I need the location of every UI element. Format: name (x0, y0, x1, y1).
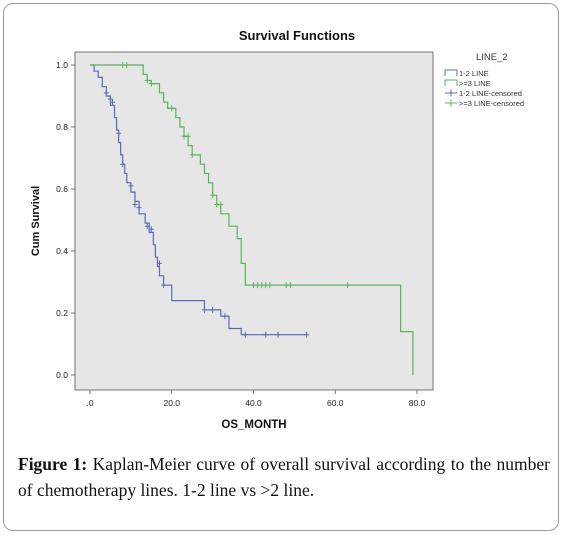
censor-mark (345, 282, 351, 289)
y-tick-label: 0.4 (56, 246, 68, 256)
x-axis-label: OS_MONTH (221, 419, 286, 431)
y-tick-label: 0.0 (56, 370, 68, 380)
y-tick-label: 0.2 (56, 308, 68, 318)
figure-caption-text: Kaplan-Meier curve of overall survival a… (18, 454, 550, 500)
censor-mark (156, 260, 162, 267)
figure-caption-label: Figure 1: (18, 454, 88, 474)
chart-area: Survival Functions 0.0 0.2 0.4 0.6 0.8 1.0 .0… (30, 28, 524, 431)
y-tick-label: 1.0 (56, 60, 68, 70)
censor-mark (218, 201, 224, 208)
censor-mark (275, 331, 281, 338)
censor-mark (189, 151, 195, 158)
censor-mark (169, 105, 175, 112)
censor-mark (103, 89, 109, 96)
censor-mark (161, 282, 167, 289)
censor-mark (210, 306, 216, 313)
x-axis: .0 20.0 40.0 60.0 80.0 (86, 390, 426, 408)
censor-mark (128, 182, 134, 189)
censor-mark (144, 77, 150, 84)
legend-label: 1-2 LINE (459, 69, 489, 78)
x-tick-label: 20.0 (163, 398, 180, 408)
legend-label: 1-2 LINE-censored (459, 89, 522, 98)
censor-mark (201, 306, 207, 313)
censor-mark (304, 331, 310, 338)
censor-mark (267, 282, 273, 289)
censor-mark (107, 96, 113, 103)
x-tick-label: 80.0 (409, 398, 426, 408)
x-tick-label: 60.0 (327, 398, 344, 408)
legend-label: >=3 LINE (459, 79, 491, 88)
x-tick-label: .0 (86, 398, 93, 408)
series-layer (90, 62, 414, 375)
y-axis: 0.0 0.2 0.4 0.6 0.8 1.0 (56, 60, 75, 380)
y-axis-label: Cum Survival (30, 186, 42, 256)
censor-mark (185, 133, 191, 140)
chart-title: Survival Functions (239, 28, 355, 43)
series-1 (90, 64, 310, 338)
censor-mark (263, 331, 269, 338)
censor-mark (109, 99, 115, 106)
censor-mark (222, 313, 228, 320)
legend-title: LINE_2 (476, 52, 508, 63)
censor-mark (148, 80, 154, 87)
legend-swatch (445, 89, 457, 97)
censor-mark (120, 161, 126, 168)
censor-mark (148, 226, 154, 233)
censor-mark (136, 204, 142, 211)
legend-swatch (445, 99, 457, 107)
censor-mark (132, 201, 138, 208)
km-survival-chart: Survival Functions 0.0 0.2 0.4 0.6 0.8 1.0 .0… (30, 28, 524, 431)
figure-caption: Figure 1: Kaplan-Meier curve of overall … (18, 451, 550, 503)
y-tick-label: 0.6 (56, 184, 68, 194)
plot-background (74, 51, 434, 391)
legend-swatch (444, 79, 458, 86)
censor-mark (287, 282, 293, 289)
legend-label: >=3 LINE-censored (459, 99, 524, 108)
x-tick-label: 40.0 (245, 398, 262, 408)
legend-swatch (444, 69, 458, 76)
censor-mark (116, 130, 122, 137)
censor-mark (124, 62, 130, 68)
series-2 (90, 62, 414, 375)
y-tick-label: 0.8 (56, 122, 68, 132)
censor-mark (210, 192, 216, 199)
censor-mark (144, 223, 150, 230)
censor-mark (242, 331, 248, 338)
survival-curve (90, 64, 414, 375)
